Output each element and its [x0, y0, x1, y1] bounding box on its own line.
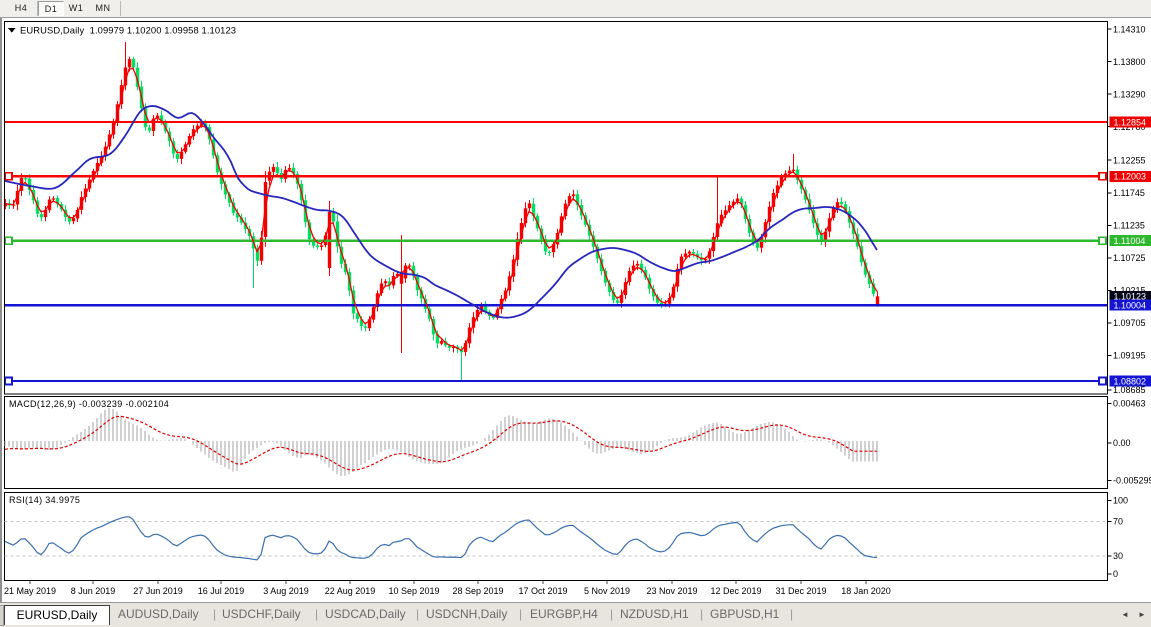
- svg-text:1.09705: 1.09705: [1113, 318, 1146, 328]
- svg-text:1.09195: 1.09195: [1113, 351, 1146, 361]
- svg-text:1.11235: 1.11235: [1113, 221, 1145, 231]
- svg-text:-0.005299: -0.005299: [1113, 476, 1151, 486]
- svg-text:27 Jun 2019: 27 Jun 2019: [133, 586, 183, 596]
- svg-text:22 Aug 2019: 22 Aug 2019: [325, 586, 376, 596]
- svg-text:1.10215: 1.10215: [1113, 286, 1146, 296]
- svg-text:23 Nov 2019: 23 Nov 2019: [646, 586, 697, 596]
- svg-text:10 Sep 2019: 10 Sep 2019: [388, 586, 439, 596]
- svg-text:1.13290: 1.13290: [1113, 89, 1146, 99]
- svg-text:5 Nov 2019: 5 Nov 2019: [584, 586, 630, 596]
- svg-text:0: 0: [1113, 569, 1118, 579]
- svg-text:1.12003: 1.12003: [1114, 172, 1147, 182]
- svg-text:1.10123: 1.10123: [1114, 292, 1147, 302]
- svg-text:1.12255: 1.12255: [1113, 155, 1146, 165]
- svg-text:1.10725: 1.10725: [1113, 253, 1146, 263]
- svg-text:RSI(14) 34.9975: RSI(14) 34.9975: [9, 495, 80, 505]
- svg-text:3 Aug 2019: 3 Aug 2019: [263, 586, 309, 596]
- svg-text:1.11745: 1.11745: [1113, 188, 1145, 198]
- svg-text:1.12854: 1.12854: [1114, 117, 1147, 127]
- svg-text:100: 100: [1113, 496, 1128, 506]
- svg-text:18 Jan 2020: 18 Jan 2020: [841, 586, 891, 596]
- svg-text:8 Jun 2019: 8 Jun 2019: [71, 586, 116, 596]
- svg-text:1.14310: 1.14310: [1113, 24, 1146, 34]
- svg-text:31 Dec 2019: 31 Dec 2019: [775, 586, 826, 596]
- svg-text:1.11004: 1.11004: [1114, 236, 1146, 246]
- svg-text:17 Oct 2019: 17 Oct 2019: [518, 586, 567, 596]
- svg-text:16 Jul 2019: 16 Jul 2019: [198, 586, 245, 596]
- svg-text:28 Sep 2019: 28 Sep 2019: [452, 586, 503, 596]
- svg-text:0.00: 0.00: [1113, 438, 1131, 448]
- svg-text:21 May 2019: 21 May 2019: [4, 586, 56, 596]
- svg-text:30: 30: [1113, 551, 1123, 561]
- svg-text:12 Dec 2019: 12 Dec 2019: [710, 586, 761, 596]
- svg-text:1.08685: 1.08685: [1113, 385, 1146, 395]
- svg-text:70: 70: [1113, 517, 1123, 527]
- svg-text:1.10004: 1.10004: [1114, 300, 1147, 310]
- svg-text:1.13800: 1.13800: [1113, 57, 1146, 67]
- svg-text:EURUSD,Daily 1.09979 1.10200: EURUSD,Daily 1.09979 1.10200 1.09958 1.1…: [20, 24, 236, 35]
- svg-text:MACD(12,26,9) -0.003239 -0.002: MACD(12,26,9) -0.003239 -0.002104: [9, 399, 169, 409]
- svg-text:0.00463: 0.00463: [1113, 399, 1146, 409]
- svg-text:1.08802: 1.08802: [1114, 376, 1147, 386]
